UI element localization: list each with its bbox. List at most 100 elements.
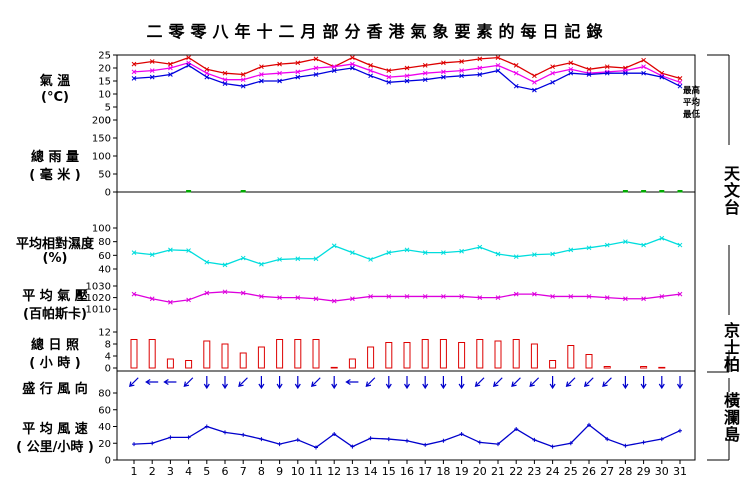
humidity-point	[659, 235, 665, 241]
humidity-line	[133, 237, 681, 266]
min-temp-point	[659, 74, 665, 80]
wind-speed-point	[168, 435, 173, 440]
wind-speed-point	[441, 438, 446, 443]
pressure-label: 平 均 氣 壓	[22, 289, 88, 304]
mean-temp-legend: 平均	[683, 97, 701, 108]
station-waglan: 橫瀾島	[723, 391, 740, 444]
mean-temp-point	[368, 68, 373, 73]
day-label: 16	[400, 465, 414, 478]
mean-temp-point	[641, 64, 646, 70]
pressure-point	[459, 294, 464, 299]
mean-temp-point	[532, 79, 537, 85]
max-temp-legend: 最高	[683, 85, 701, 96]
mean-temp-point	[168, 65, 173, 71]
min-temp-point	[131, 76, 137, 81]
sunshine-bar	[640, 366, 648, 369]
humidity-point	[368, 257, 373, 262]
min-temp-line	[133, 64, 681, 91]
wind-arrow	[331, 376, 338, 390]
min-temp-point	[441, 74, 446, 80]
wind-speed-point	[587, 422, 591, 427]
max-temp-point	[186, 55, 191, 60]
wind-arrow	[511, 377, 521, 388]
humidity-point	[459, 248, 464, 254]
pressure-point	[532, 291, 537, 297]
mean-temp-point	[295, 69, 301, 75]
max-temp-point	[240, 72, 246, 77]
sunshine-bar	[476, 339, 484, 369]
temperature-ytick-label: 20	[98, 64, 111, 75]
station-kings-park: 京士柏	[723, 321, 740, 374]
min-temp-point	[459, 73, 464, 79]
temperature-ytick-label: 0	[105, 116, 111, 127]
wind-arrow	[276, 376, 283, 390]
wind-speed-point	[241, 432, 246, 437]
mean-temp-point	[204, 70, 210, 76]
sunshine-label: 總 日 照	[30, 338, 80, 353]
rainfall-label: 總 雨 量	[30, 150, 80, 165]
wind-arrow	[529, 377, 540, 388]
sunshine-bar	[148, 339, 156, 369]
day-label: 9	[276, 465, 283, 478]
humidity-point	[131, 250, 137, 255]
pressure-point	[659, 294, 665, 299]
wind-arrow	[310, 377, 321, 388]
max-temp-point	[204, 66, 210, 72]
rainfall-bar	[677, 190, 683, 193]
wind-speed-point	[332, 432, 337, 437]
mean-temp-point	[422, 70, 428, 76]
pressure-point	[677, 291, 683, 297]
temperature-label: 氣 溫	[39, 74, 71, 89]
day-label: 28	[618, 465, 632, 478]
humidity-point	[422, 250, 428, 255]
rainfall-bar	[641, 190, 647, 193]
wind-speed-point	[350, 444, 355, 449]
wind_speed-ytick-label: 40	[98, 422, 111, 433]
pressure-point	[477, 295, 483, 300]
mean-temp-point	[331, 64, 337, 70]
humidity-point	[677, 242, 683, 248]
temperature-ytick-label: 25	[98, 51, 111, 62]
mean-temp-point	[477, 65, 483, 71]
pressure-point	[604, 295, 610, 300]
wind-arrow	[583, 377, 594, 388]
wind-speed-point	[459, 432, 464, 437]
humidity-ytick-label: 80	[98, 237, 111, 248]
wind-speed-unit: ( 公里/小時 )	[16, 440, 94, 455]
min-temp-point	[495, 68, 501, 73]
min-temp-point	[586, 72, 592, 77]
wind-speed-point	[314, 445, 318, 450]
min-temp-point	[168, 72, 173, 77]
day-label: 13	[345, 465, 359, 478]
humidity-point	[222, 262, 228, 268]
max-temp-point	[568, 60, 574, 66]
max-temp-point	[404, 65, 410, 71]
wind-arrow	[440, 376, 447, 390]
wind_speed-ytick-label: 80	[98, 389, 111, 400]
sunshine-bar	[512, 339, 520, 369]
mean-temp-point	[149, 68, 155, 73]
chart-title: 二零零八年十二月部分香港氣象要素的每日記錄	[146, 22, 609, 41]
pressure-point	[240, 290, 246, 296]
sunshine-bar	[567, 345, 575, 369]
humidity-point	[149, 252, 155, 258]
day-label: 29	[637, 465, 651, 478]
day-label: 24	[546, 465, 560, 478]
wind-arrow	[622, 376, 629, 390]
max-temp-point	[149, 59, 155, 64]
wind-speed-point	[623, 443, 628, 448]
pressure-point	[259, 294, 264, 299]
min-temp-point	[477, 72, 483, 77]
min-temp-point	[677, 83, 683, 89]
min-temp-point	[568, 70, 574, 76]
max-temp-point	[350, 55, 355, 60]
mean-temp-point	[513, 70, 519, 76]
day-label: 17	[418, 465, 432, 478]
wind-arrow	[345, 378, 359, 386]
wind-speed-point	[477, 440, 482, 445]
wind-arrow	[128, 377, 139, 388]
humidity-point	[477, 244, 483, 250]
mean-temp-point	[495, 63, 501, 68]
mean-temp-point	[240, 77, 246, 83]
rainfall-ytick-label: 0	[105, 188, 111, 199]
